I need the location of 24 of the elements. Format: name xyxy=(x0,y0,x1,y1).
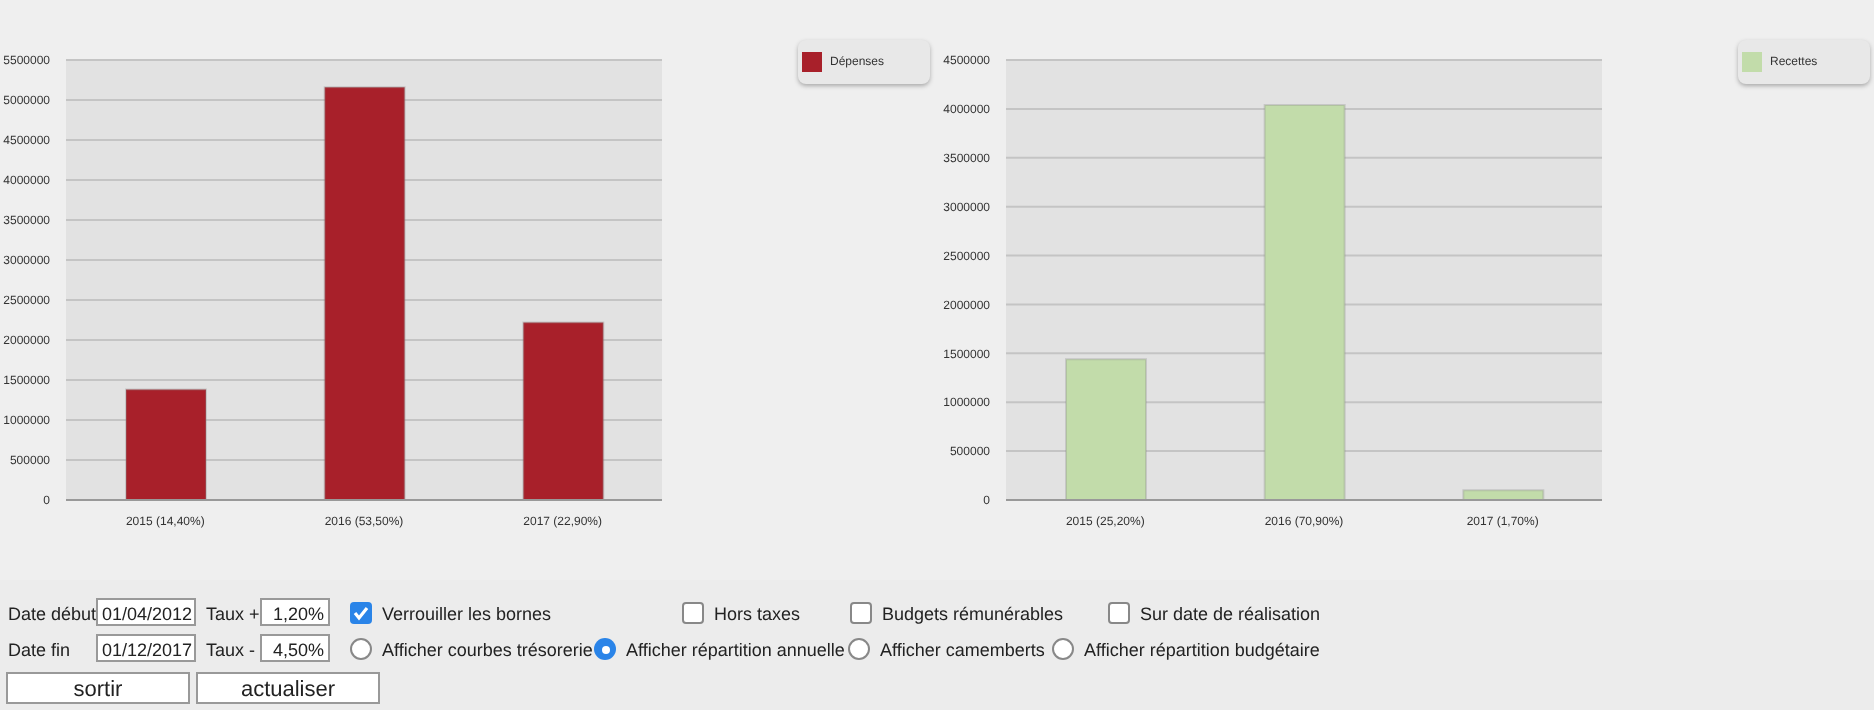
button: sortir xyxy=(6,672,190,704)
text: Afficher répartition budgétaire xyxy=(1084,638,1320,664)
text: Afficher répartition annuelle xyxy=(626,638,845,664)
text: Taux + xyxy=(206,602,260,628)
button: actualiser xyxy=(196,672,380,704)
text: Date début xyxy=(8,602,97,628)
text: Afficher camemberts xyxy=(880,638,1045,664)
text: Budgets rémunérables xyxy=(882,602,1064,628)
bar xyxy=(125,388,207,500)
bar xyxy=(522,321,605,500)
text-field: 01/12/2017 xyxy=(96,634,196,662)
text: Taux - xyxy=(206,638,256,664)
bar xyxy=(1065,358,1147,500)
text-field: 01/04/2012 xyxy=(96,598,196,626)
text: Hors taxes xyxy=(714,602,801,628)
text-field: 4,50% xyxy=(260,634,330,662)
text: Verrouiller les bornes xyxy=(382,602,552,628)
text: Afficher courbes trésorerie xyxy=(382,638,593,664)
bar xyxy=(323,86,406,500)
bar xyxy=(1263,103,1346,500)
text: Sur date de réalisation xyxy=(1140,602,1321,628)
text: Date fin xyxy=(8,638,71,664)
text-field: 1,20% xyxy=(260,598,330,626)
bar xyxy=(1462,489,1545,500)
